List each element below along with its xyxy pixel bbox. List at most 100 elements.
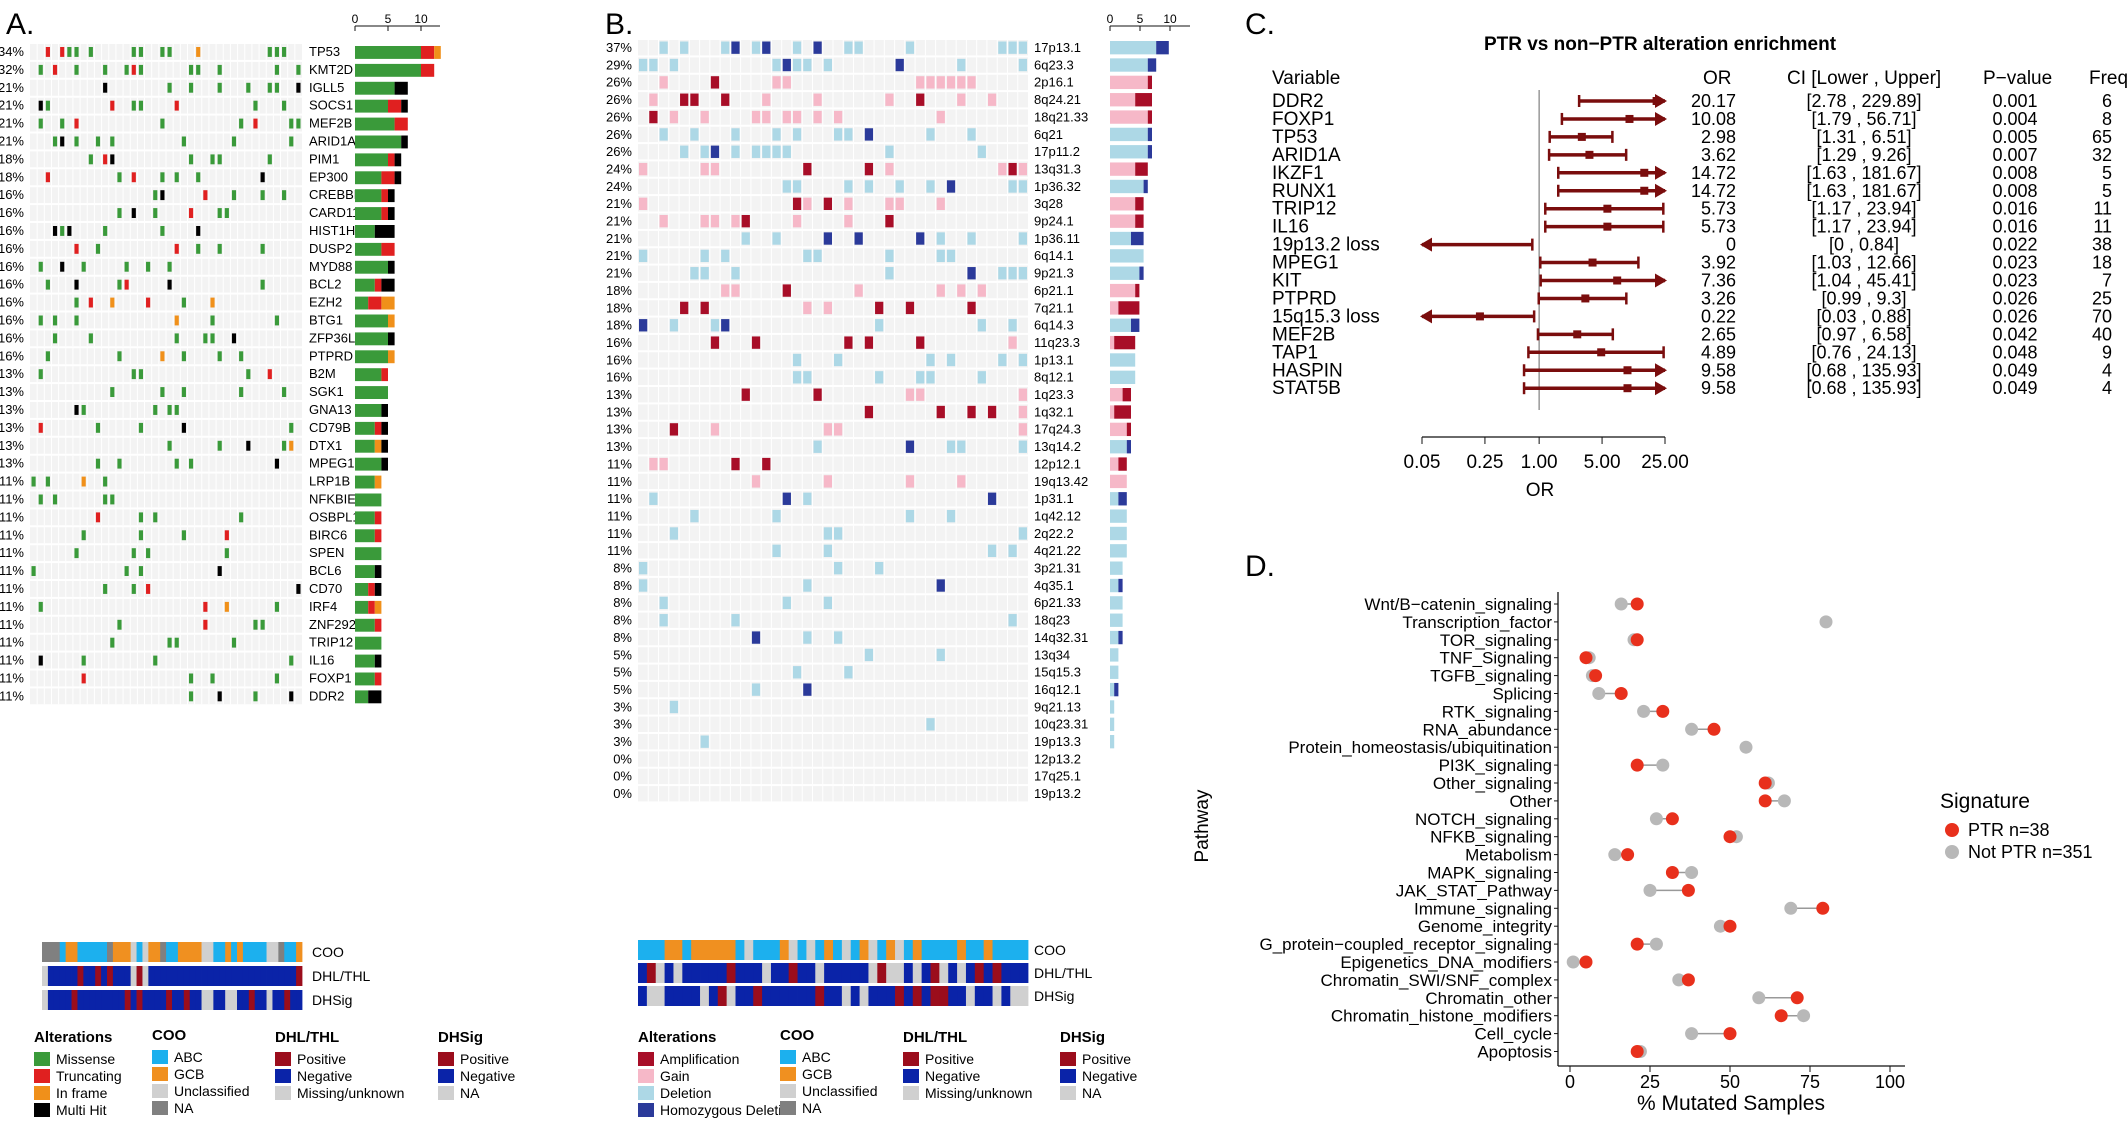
legend-swatch [34, 1052, 50, 1066]
cna-cell [639, 249, 648, 263]
cna-count-bar-segment [1135, 283, 1140, 298]
mutation-cell [196, 226, 201, 236]
cna-cell [690, 509, 699, 523]
mutation-cell [188, 673, 194, 684]
ptr-point [1707, 722, 1721, 736]
mutation-count-bar-segment [355, 618, 375, 632]
forest-or-value: 2.65 [1701, 324, 1736, 344]
gene-name-label: LRP1B [309, 474, 350, 489]
annotation-track-cell [160, 942, 167, 962]
col-header-or: OR [1703, 68, 1732, 89]
annotation-track-cell [939, 940, 949, 960]
mutation-cell [74, 243, 79, 254]
not-ptr-point [1685, 722, 1699, 736]
annotation-track-cell [260, 990, 267, 1010]
not-ptr-point [1672, 973, 1686, 987]
bar-axis-tick-label: 0 [352, 12, 359, 26]
mutation-count-bar-segment [421, 63, 435, 77]
annotation-track-cell [638, 963, 648, 983]
pathway-label: RNA_abundance [1423, 720, 1552, 739]
mutation-cell [95, 136, 101, 147]
mutation-cell [160, 118, 165, 129]
mutation-cell [224, 601, 229, 612]
gene-name-label: SPEN [309, 545, 344, 560]
annotation-track-cell [726, 940, 736, 960]
cna-cell [977, 371, 986, 384]
not-ptr-point [1713, 919, 1727, 933]
mutation-cell [267, 369, 272, 380]
forest-p-value: 0.042 [1992, 324, 2037, 344]
cna-cell [782, 110, 791, 124]
mutation-count-bar-segment [355, 81, 395, 95]
mutation-cell [188, 208, 194, 218]
annotation-track-cell [71, 966, 78, 986]
forest-p-value: 0.049 [1992, 378, 2037, 398]
mutation-cell [282, 190, 287, 201]
forest-freq-value: 38 [2092, 235, 2112, 255]
annotation-track-cell [183, 942, 191, 962]
mutation-cell [246, 440, 251, 451]
forest-variable-label: DDR2 [1272, 91, 1324, 112]
region-name-label: 17p11.2 [1034, 144, 1080, 159]
gene-name-label: PTPRD [309, 348, 353, 363]
mutation-cell [38, 315, 43, 326]
mutation-cell [203, 333, 208, 344]
cna-cell [803, 492, 812, 505]
mutation-count-bar-segment [388, 350, 395, 364]
not-ptr-point [1685, 1027, 1699, 1041]
cna-cell [762, 41, 771, 54]
annotation-track-cell [290, 966, 297, 986]
annotation-track-cell [708, 940, 719, 960]
forest-variable-label: MEF2B [1272, 324, 1335, 345]
mutation-count-bar-segment [394, 153, 402, 167]
annotation-track-cell [788, 940, 798, 960]
annotation-track-cell [1019, 986, 1029, 1006]
mutation-cell [88, 297, 93, 308]
annotation-track-cell [691, 963, 701, 983]
annotation-track-label: DHL/THL [312, 968, 371, 984]
not-ptr-point [1643, 883, 1657, 897]
annotation-track-cell [172, 990, 179, 1010]
cna-cell [772, 128, 781, 141]
mutation-cell [231, 637, 237, 648]
annotation-track-cell [118, 990, 126, 1010]
cna-count-bar-segment [1122, 388, 1131, 402]
annotation-track-cell [47, 966, 55, 986]
cna-count-bar-segment [1118, 492, 1127, 506]
annotation-track-cell [284, 942, 291, 962]
cna-cell [803, 197, 812, 210]
forest-ci-value: [1.17 , 23.94] [1811, 199, 1916, 219]
panel-a-letter: A. [6, 8, 34, 41]
mutation-count-bar-segment [355, 439, 375, 453]
annotation-track-cell [225, 942, 232, 962]
mutation-cell [38, 100, 43, 111]
mutation-cell [239, 118, 244, 129]
cna-cell [1018, 440, 1027, 453]
mutation-count-bar-segment [381, 296, 395, 310]
cna-cell [875, 562, 884, 575]
legend-label: Homozygous Deletion [660, 1102, 797, 1118]
cna-cell [700, 162, 709, 176]
cna-cell [669, 319, 679, 332]
cna-cell [998, 162, 1007, 176]
annotation-track-cell [948, 986, 958, 1006]
cna-cell [1018, 41, 1027, 54]
annotation-track-cell [788, 986, 798, 1006]
cna-cell [1018, 423, 1027, 436]
ptr-point [1579, 651, 1593, 665]
bar-axis-tick-label: 5 [385, 12, 392, 26]
legend-swatch [780, 1050, 796, 1064]
panel-d-y-label: Pathway [1192, 789, 1213, 862]
cna-count-bar-segment [1114, 682, 1119, 697]
cna-cell [946, 76, 956, 89]
forest-or-value: 0.22 [1701, 306, 1736, 326]
forest-variable-label: MPEG1 [1272, 253, 1339, 274]
region-frequency-label: 11% [607, 543, 632, 558]
region-name-label: 6q14.1 [1034, 248, 1074, 263]
legend-label: Positive [297, 1051, 346, 1067]
legend-label: NA [174, 1100, 194, 1116]
cna-count-bar-segment [1135, 93, 1152, 107]
not-ptr-point [1614, 597, 1628, 611]
cna-count-bar-segment [1139, 266, 1144, 280]
